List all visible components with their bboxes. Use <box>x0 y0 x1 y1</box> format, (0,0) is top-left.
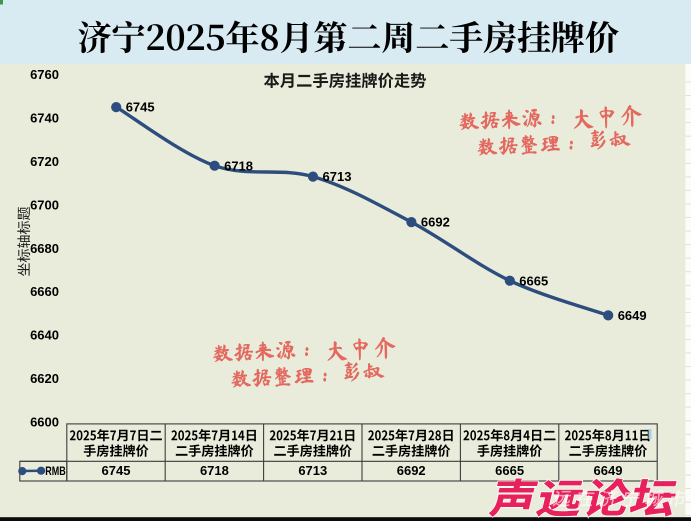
svg-text:6700: 6700 <box>30 197 59 212</box>
svg-text:6718: 6718 <box>200 463 229 478</box>
svg-text:6660: 6660 <box>30 284 59 299</box>
svg-text:6740: 6740 <box>30 111 59 126</box>
svg-text:6649: 6649 <box>594 463 623 478</box>
svg-text:6713: 6713 <box>298 463 327 478</box>
svg-text:6760: 6760 <box>30 67 59 82</box>
svg-text:6692: 6692 <box>397 463 426 478</box>
svg-text:6640: 6640 <box>30 328 59 343</box>
svg-text:6600: 6600 <box>30 414 59 429</box>
svg-text:6665: 6665 <box>519 273 548 288</box>
svg-text:6713: 6713 <box>323 169 352 184</box>
svg-text:6620: 6620 <box>30 371 59 386</box>
svg-text:6718: 6718 <box>224 158 253 173</box>
svg-text:6649: 6649 <box>618 308 647 323</box>
svg-text:RMB: RMB <box>45 464 66 478</box>
svg-text:6720: 6720 <box>30 154 59 169</box>
svg-text:6680: 6680 <box>30 241 59 256</box>
svg-text:6745: 6745 <box>126 100 155 115</box>
svg-text:6692: 6692 <box>421 215 450 230</box>
svg-text:6665: 6665 <box>495 463 524 478</box>
svg-text:6745: 6745 <box>102 463 131 478</box>
